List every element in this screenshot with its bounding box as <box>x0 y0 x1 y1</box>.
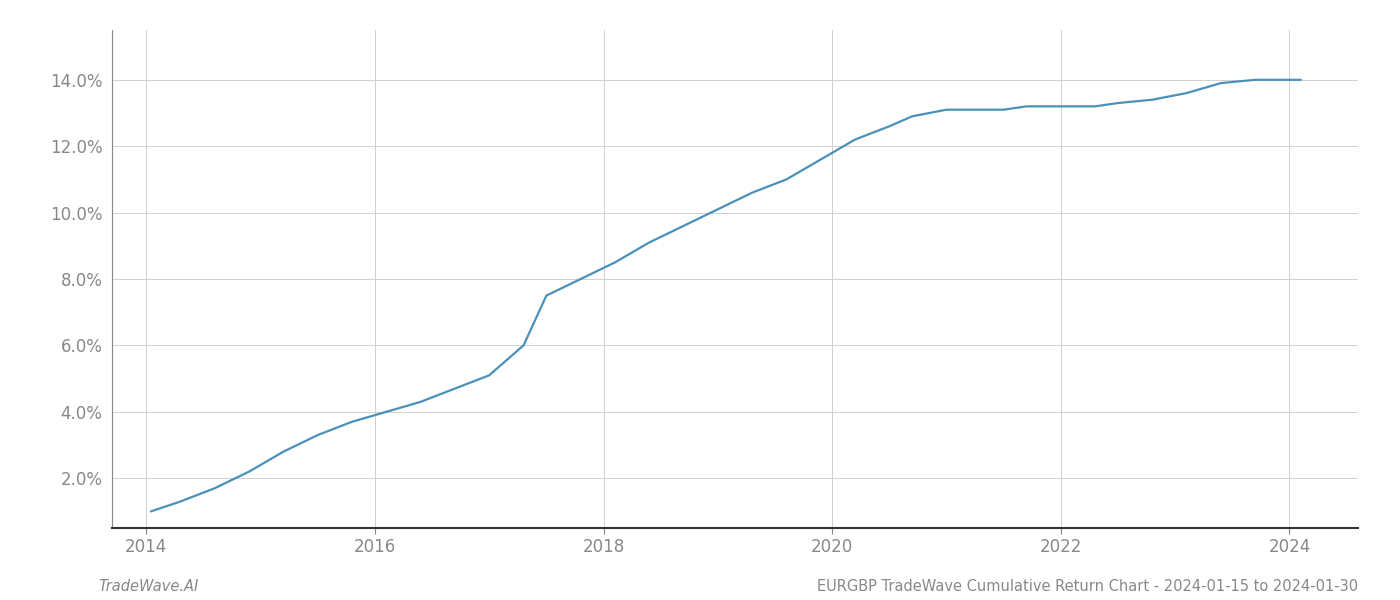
Text: TradeWave.AI: TradeWave.AI <box>98 579 199 594</box>
Text: EURGBP TradeWave Cumulative Return Chart - 2024-01-15 to 2024-01-30: EURGBP TradeWave Cumulative Return Chart… <box>816 579 1358 594</box>
